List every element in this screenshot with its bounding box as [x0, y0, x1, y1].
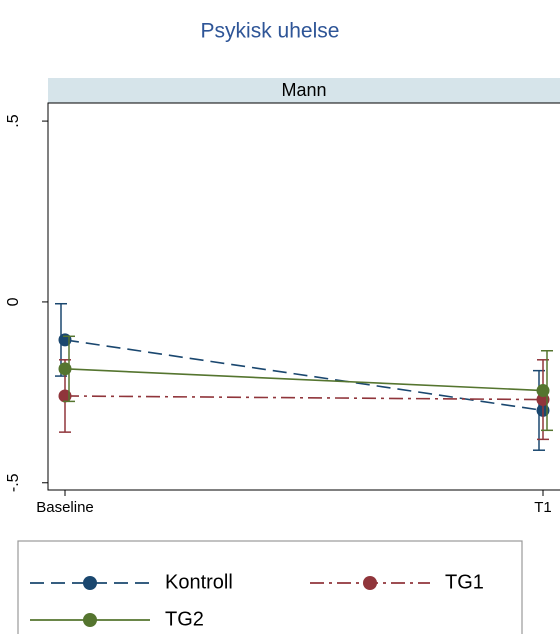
point: [58, 362, 72, 376]
legend-marker: [83, 613, 97, 627]
legend-label: Kontroll: [165, 571, 233, 593]
y-tick-label: -.5: [5, 473, 22, 492]
chart-title: Psykisk uhelse: [201, 20, 340, 43]
y-tick-label: 0: [5, 297, 22, 306]
panel-strip: [48, 78, 560, 103]
legend-label: TG2: [165, 608, 204, 630]
legend-box: [17, 540, 523, 634]
legend-marker: [363, 576, 377, 590]
series-line: [64, 395, 544, 401]
x-tick-label: T1: [534, 499, 552, 516]
legend-label: TG1: [445, 571, 484, 593]
plot-frame: [47, 102, 560, 491]
point: [536, 384, 550, 398]
series-line: [64, 339, 544, 412]
legend-marker: [83, 576, 97, 590]
series-line: [64, 368, 544, 392]
y-tick-label: .5: [5, 114, 22, 127]
panel-title: Mann: [281, 80, 326, 100]
x-tick-label: Baseline: [36, 499, 94, 516]
